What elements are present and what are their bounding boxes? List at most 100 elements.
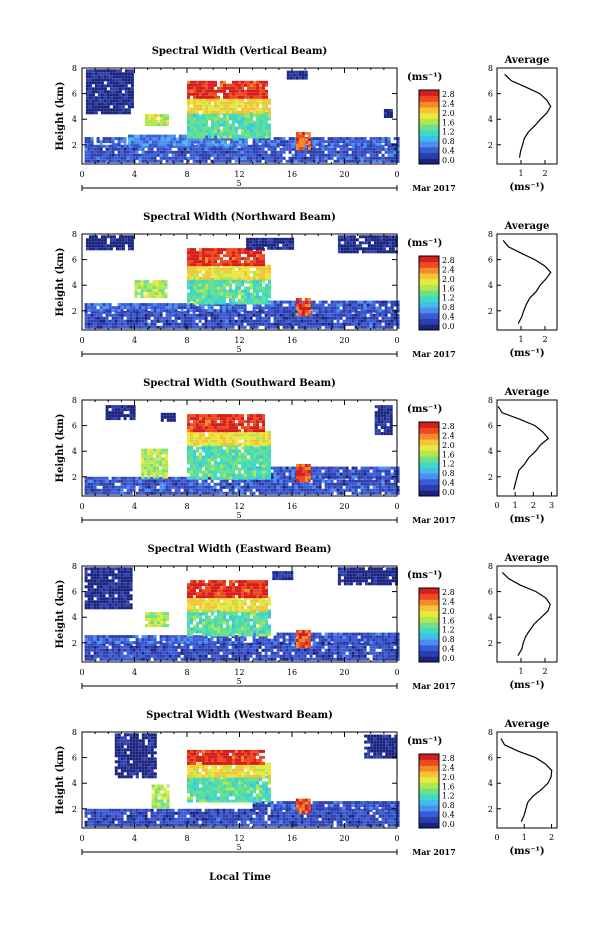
heatmap-cell — [259, 286, 262, 290]
heatmap-cell — [279, 159, 283, 163]
heatmap-cell — [147, 306, 151, 310]
heatmap-cell — [146, 286, 150, 290]
heatmap-cell — [189, 488, 193, 492]
heatmap-cell — [180, 147, 184, 151]
heatmap-cell — [238, 114, 241, 118]
heatmap-cell — [381, 300, 385, 304]
heatmap-cell — [132, 476, 136, 480]
heatmap-cell — [243, 159, 247, 163]
heatmap-cell — [253, 80, 256, 84]
heatmap-cell — [90, 313, 94, 317]
heatmap-cell — [144, 472, 148, 476]
heatmap-cell — [301, 304, 305, 307]
heatmap-cell — [354, 137, 358, 141]
heatmap-cell — [253, 289, 256, 293]
heatmap-cell — [202, 273, 205, 277]
heatmap-cell — [282, 479, 286, 483]
heatmap-cell — [357, 485, 361, 489]
heatmap-cell — [118, 84, 122, 88]
heatmap-cell — [327, 140, 331, 144]
heatmap-cell — [384, 475, 388, 479]
heatmap-cell — [90, 322, 94, 326]
heatmap-cell — [256, 286, 259, 290]
heatmap-cell — [217, 470, 220, 474]
heatmap-cell — [301, 76, 305, 80]
heatmap-cell — [211, 126, 214, 130]
heatmap-cell — [90, 143, 94, 147]
heatmap-cell — [111, 313, 115, 317]
heatmap-cell — [358, 244, 362, 248]
heatmap-cell — [226, 86, 229, 90]
heatmap-cell — [190, 86, 193, 90]
heatmap-cell — [199, 92, 202, 96]
heatmap-cell — [244, 264, 247, 268]
heatmap-cell — [342, 475, 346, 479]
heatmap-cell — [190, 117, 193, 121]
heatmap-cell — [253, 257, 256, 261]
heatmap-cell — [202, 251, 205, 255]
heatmap-cell — [295, 76, 299, 80]
heatmap-cell — [225, 485, 229, 489]
heatmap-cell — [262, 458, 265, 462]
heatmap-cell — [282, 306, 286, 310]
heatmap-cell — [247, 470, 250, 474]
heatmap-cell — [295, 307, 299, 310]
heatmap-cell — [88, 235, 92, 239]
heatmap-cell — [351, 466, 355, 470]
heatmap-cell — [231, 319, 235, 323]
heatmap-cell — [282, 246, 286, 250]
heatmap-cell — [276, 300, 280, 304]
heatmap-cell — [357, 140, 361, 144]
heatmap-cell — [243, 488, 247, 492]
heatmap-cell — [132, 306, 136, 310]
heatmap-cell — [162, 319, 166, 323]
heatmap-cell — [312, 466, 316, 470]
heatmap-cell — [327, 482, 331, 486]
y-tick-label: 6 — [72, 256, 77, 265]
heatmap-cell — [262, 117, 265, 121]
heatmap-cell — [259, 89, 262, 93]
heatmap-cell — [205, 254, 208, 258]
heatmap-cell — [205, 98, 208, 102]
heatmap-cell — [217, 104, 220, 108]
heatmap-cell — [112, 93, 116, 97]
heatmap-cell — [381, 485, 385, 489]
heatmap-cell — [222, 159, 226, 163]
heatmap-cell — [267, 237, 271, 241]
heatmap-cell — [208, 126, 211, 130]
heatmap-cell — [366, 479, 370, 483]
heatmap-cell — [349, 238, 353, 242]
heatmap-cell — [195, 316, 199, 320]
heatmap-cell — [276, 319, 280, 323]
heatmap-cell — [192, 153, 196, 157]
heatmap-cell — [324, 140, 328, 144]
heatmap-cell — [190, 132, 193, 136]
heatmap-cell — [301, 313, 305, 316]
heatmap-cell — [91, 78, 95, 82]
heatmap-cell — [361, 250, 365, 254]
heatmap-cell — [111, 147, 115, 151]
heatmap-cell — [208, 137, 212, 141]
heatmap-cell — [229, 101, 232, 105]
heatmap-cell — [247, 301, 250, 305]
heatmap-cell — [256, 270, 259, 274]
heatmap-cell — [85, 93, 89, 97]
heatmap-cell — [109, 81, 113, 85]
heatmap-cell — [207, 482, 211, 486]
heatmap-cell — [196, 301, 199, 305]
heatmap-cell — [270, 306, 274, 310]
heatmap-cell — [244, 270, 247, 274]
heatmap-cell — [217, 89, 220, 93]
heatmap-cell — [178, 137, 182, 141]
heatmap-cell — [192, 479, 196, 483]
heatmap-cell — [99, 482, 103, 486]
heatmap-cell — [189, 319, 193, 323]
heatmap-cell — [250, 86, 253, 90]
heatmap-cell — [298, 144, 302, 147]
heatmap-cell — [375, 137, 379, 141]
heatmap-cell — [342, 306, 346, 310]
heatmap-cell — [155, 292, 159, 296]
heatmap-cell — [201, 153, 205, 157]
heatmap-cell — [351, 485, 355, 489]
heatmap-cell — [163, 140, 167, 144]
